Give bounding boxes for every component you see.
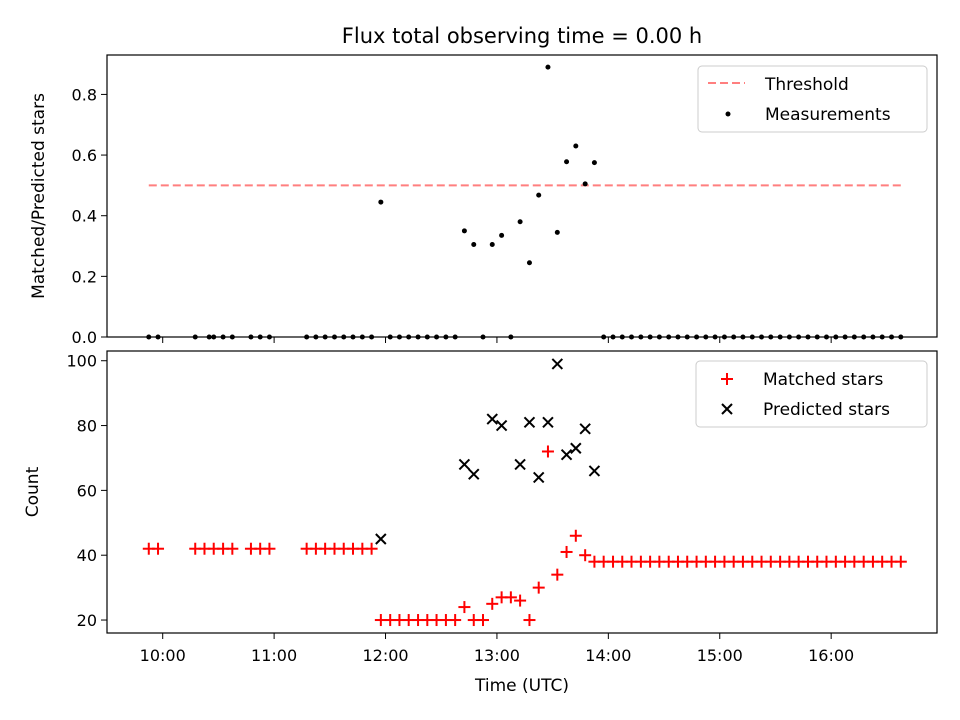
legend-measurements-label: Measurements [765,105,891,125]
y-tick-label: 0.6 [72,146,97,165]
matched-star-point [449,614,462,627]
x-tick-label: 11:00 [251,646,297,665]
legend-threshold-label: Threshold [764,75,849,95]
matched-star-point [569,529,582,542]
y-tick-label: 0.0 [72,328,97,347]
legend-predicted-swatch [721,403,733,415]
y-tick-label: 0.8 [72,85,97,104]
measurement-point [573,143,579,149]
bottom-legend-box [695,360,928,428]
predicted-star-point [551,358,564,370]
y-tick-label: 80 [77,417,97,436]
top-legend-box [697,65,928,133]
matched-star-point [458,601,471,614]
matched-star-point [365,542,378,555]
matched-star-point [523,614,536,627]
x-tick-label: 13:00 [474,646,520,665]
x-tick-label: 10:00 [140,646,186,665]
count-panel: 20 40 60 80 100 10:00 11:00 12:00 13:00 14:00 15:0… [23,350,938,696]
measurement-panel: 0.00.20.40.60.8 Matched/Predicted stars … [29,54,938,347]
x-tick-label: 12:00 [362,646,408,665]
measurement-point [554,229,560,235]
matched-star-point [541,445,554,458]
predicted-star-point [533,471,545,484]
bottom-legend: Matched stars Predicted stars [695,360,928,428]
predicted-star-point [468,468,480,480]
y-tick-label: 20 [77,611,97,630]
measurement-point [591,160,597,166]
x-tick-label: 15:00 [697,646,743,665]
top-y-axis-label: Matched/Predicted stars [29,93,49,299]
measurement-point [545,64,551,70]
measurement-point [499,232,505,238]
legend-matched-label: Matched stars [763,370,883,390]
measurement-point [526,260,532,266]
bottom-y-axis-label: Count [23,466,43,517]
measurement-point [461,228,467,234]
measurement-point [378,199,384,205]
y-tick-label: 40 [77,546,97,565]
matched-star-point [226,542,239,555]
matched-star-point [263,542,276,555]
predicted-star-point [514,458,526,471]
x-axis-label: Time (UTC) [474,676,569,696]
measurement-point [471,242,477,248]
y-tick-label: 0.4 [72,207,97,226]
measurement-point [582,181,588,187]
bottom-axes-frame [106,350,938,634]
legend-predicted-label: Predicted stars [763,400,890,420]
matched-star-point [532,581,545,594]
y-tick-label: 60 [77,481,97,500]
y-tick-label: 100 [66,352,97,371]
predicted-star-point [486,413,498,425]
predicted-star-point [458,458,471,471]
predicted-star-point [570,442,582,454]
predicted-star-point [560,449,573,461]
predicted-star-point [579,423,591,435]
predicted-star-point [375,533,387,545]
measurement-point [536,192,542,198]
legend-measurements-swatch [725,111,731,117]
matched-star-point [486,597,499,610]
predicted-star-point [542,416,554,429]
y-tick-label: 0.2 [72,267,97,286]
matched-star-point [551,568,564,581]
matched-star-point [477,614,490,627]
top-axes-frame [106,54,938,338]
top-legend: Threshold Measurements [697,65,928,133]
matched-star-point [504,591,517,604]
predicted-star-point [523,416,536,429]
predicted-star-point [495,419,508,432]
chart-title: Flux total observing time = 0.00 h [342,24,702,48]
x-tick-label: 16:00 [808,646,854,665]
matched-star-point [514,594,527,607]
matched-star-point [560,545,573,558]
measurement-point [489,242,495,248]
matched-star-point [579,549,592,562]
x-tick-label: 14:00 [585,646,631,665]
predicted-star-point [588,465,601,477]
measurement-point [564,159,570,165]
matched-star-point [894,555,907,568]
legend-matched-swatch [721,373,733,385]
matched-star-point [152,542,165,555]
measurement-point [517,219,523,225]
